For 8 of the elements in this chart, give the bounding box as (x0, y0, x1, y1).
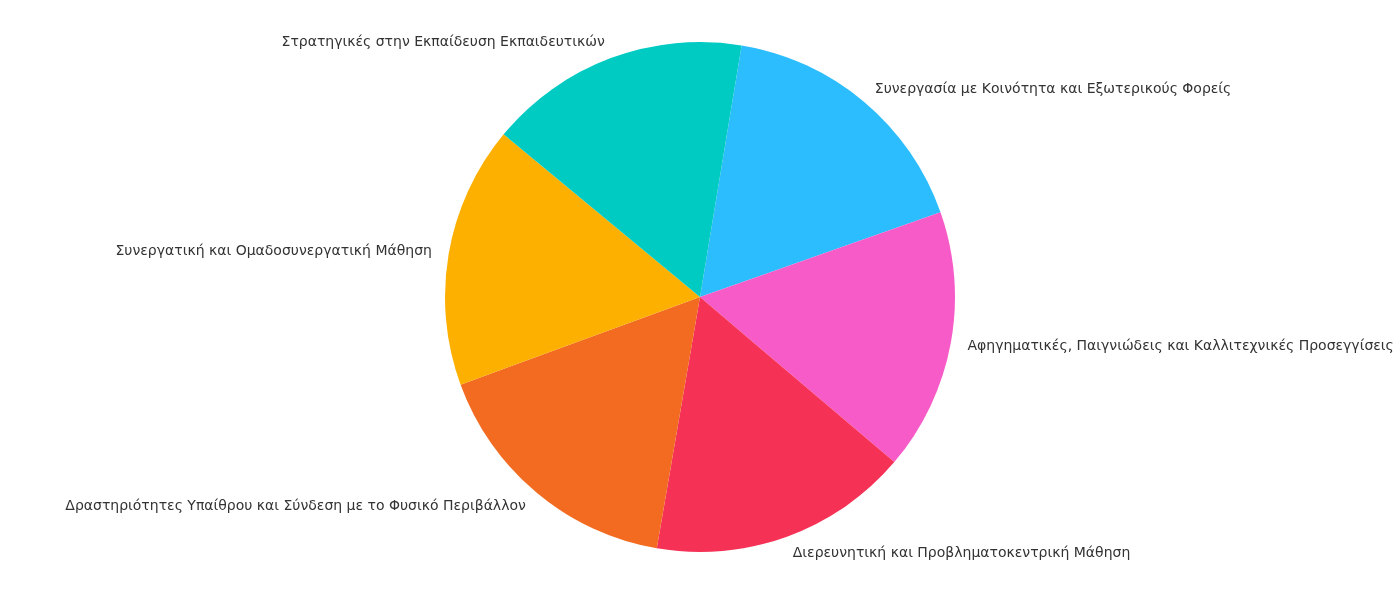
pie-slice (700, 212, 955, 463)
slice-label: Δραστηριότητες Υπαίθρου και Σύνδεση με το Φυσικό Περιβάλλον (65, 496, 526, 513)
slice-label: Στρατηγικές στην Εκπαίδευση Εκπαιδευτικών (281, 33, 605, 50)
slice-label: Συνεργατική και Ομαδοσυνεργατική Μάθηση (115, 241, 432, 258)
pie-slice (445, 134, 700, 385)
slice-label: Συνεργασία με Κοινότητα και Εξωτερικούς Φορείς (874, 79, 1232, 96)
slice-label: Διερευνητική και Προβληματοκεντρική Μάθηση (792, 543, 1131, 560)
slice-label: Αφηγηματικές, Παιγνιώδεις και Καλλιτεχνικές Προσεγγίσεις (967, 337, 1394, 354)
